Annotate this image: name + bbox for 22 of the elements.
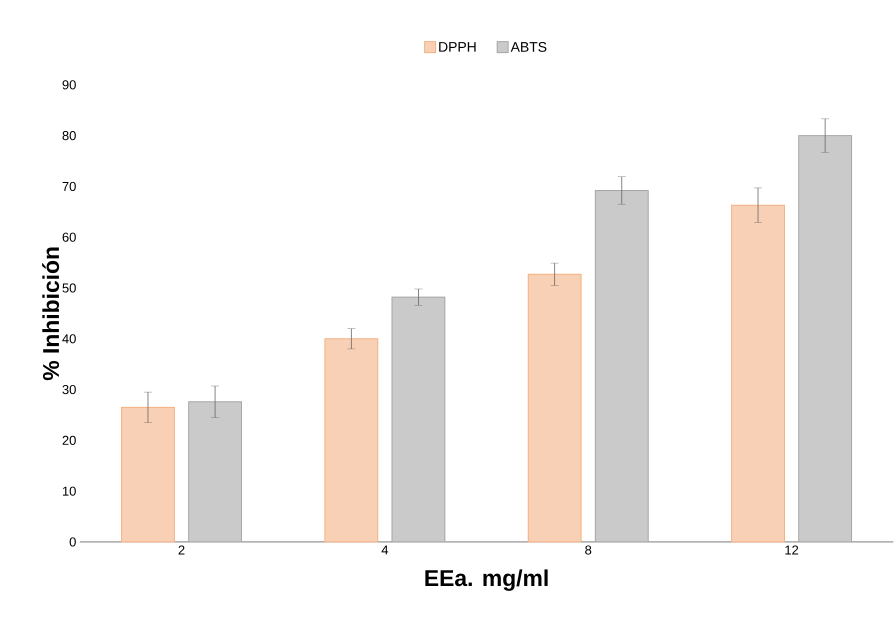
legend-label: ABTS xyxy=(510,42,546,52)
x-tick-label: 4 xyxy=(382,546,388,554)
y-tick-label: 20 xyxy=(62,436,76,446)
legend-label: DPPH xyxy=(439,42,476,52)
x-tick-label: 12 xyxy=(785,546,798,555)
y-tick-label: 40 xyxy=(62,334,76,344)
bar xyxy=(528,274,582,543)
y-tick-label: 10 xyxy=(62,486,76,496)
y-tick-label: 30 xyxy=(62,385,76,394)
x-axis-title: EEa. mg/ml xyxy=(425,570,548,591)
y-tick-label: 0 xyxy=(70,537,76,547)
y-tick-label: 80 xyxy=(62,131,76,140)
bar xyxy=(324,338,378,543)
y-tick-label: 50 xyxy=(62,284,76,293)
y-tick-label: 70 xyxy=(62,182,76,192)
x-tick-label: 8 xyxy=(585,546,592,555)
x-tick-label: 2 xyxy=(178,546,184,555)
bar xyxy=(121,406,175,543)
y-tick-label: 90 xyxy=(62,80,76,90)
y-tick-label: 60 xyxy=(62,232,76,242)
y-axis-title: % Inhibición xyxy=(42,248,60,380)
bar xyxy=(731,204,785,543)
